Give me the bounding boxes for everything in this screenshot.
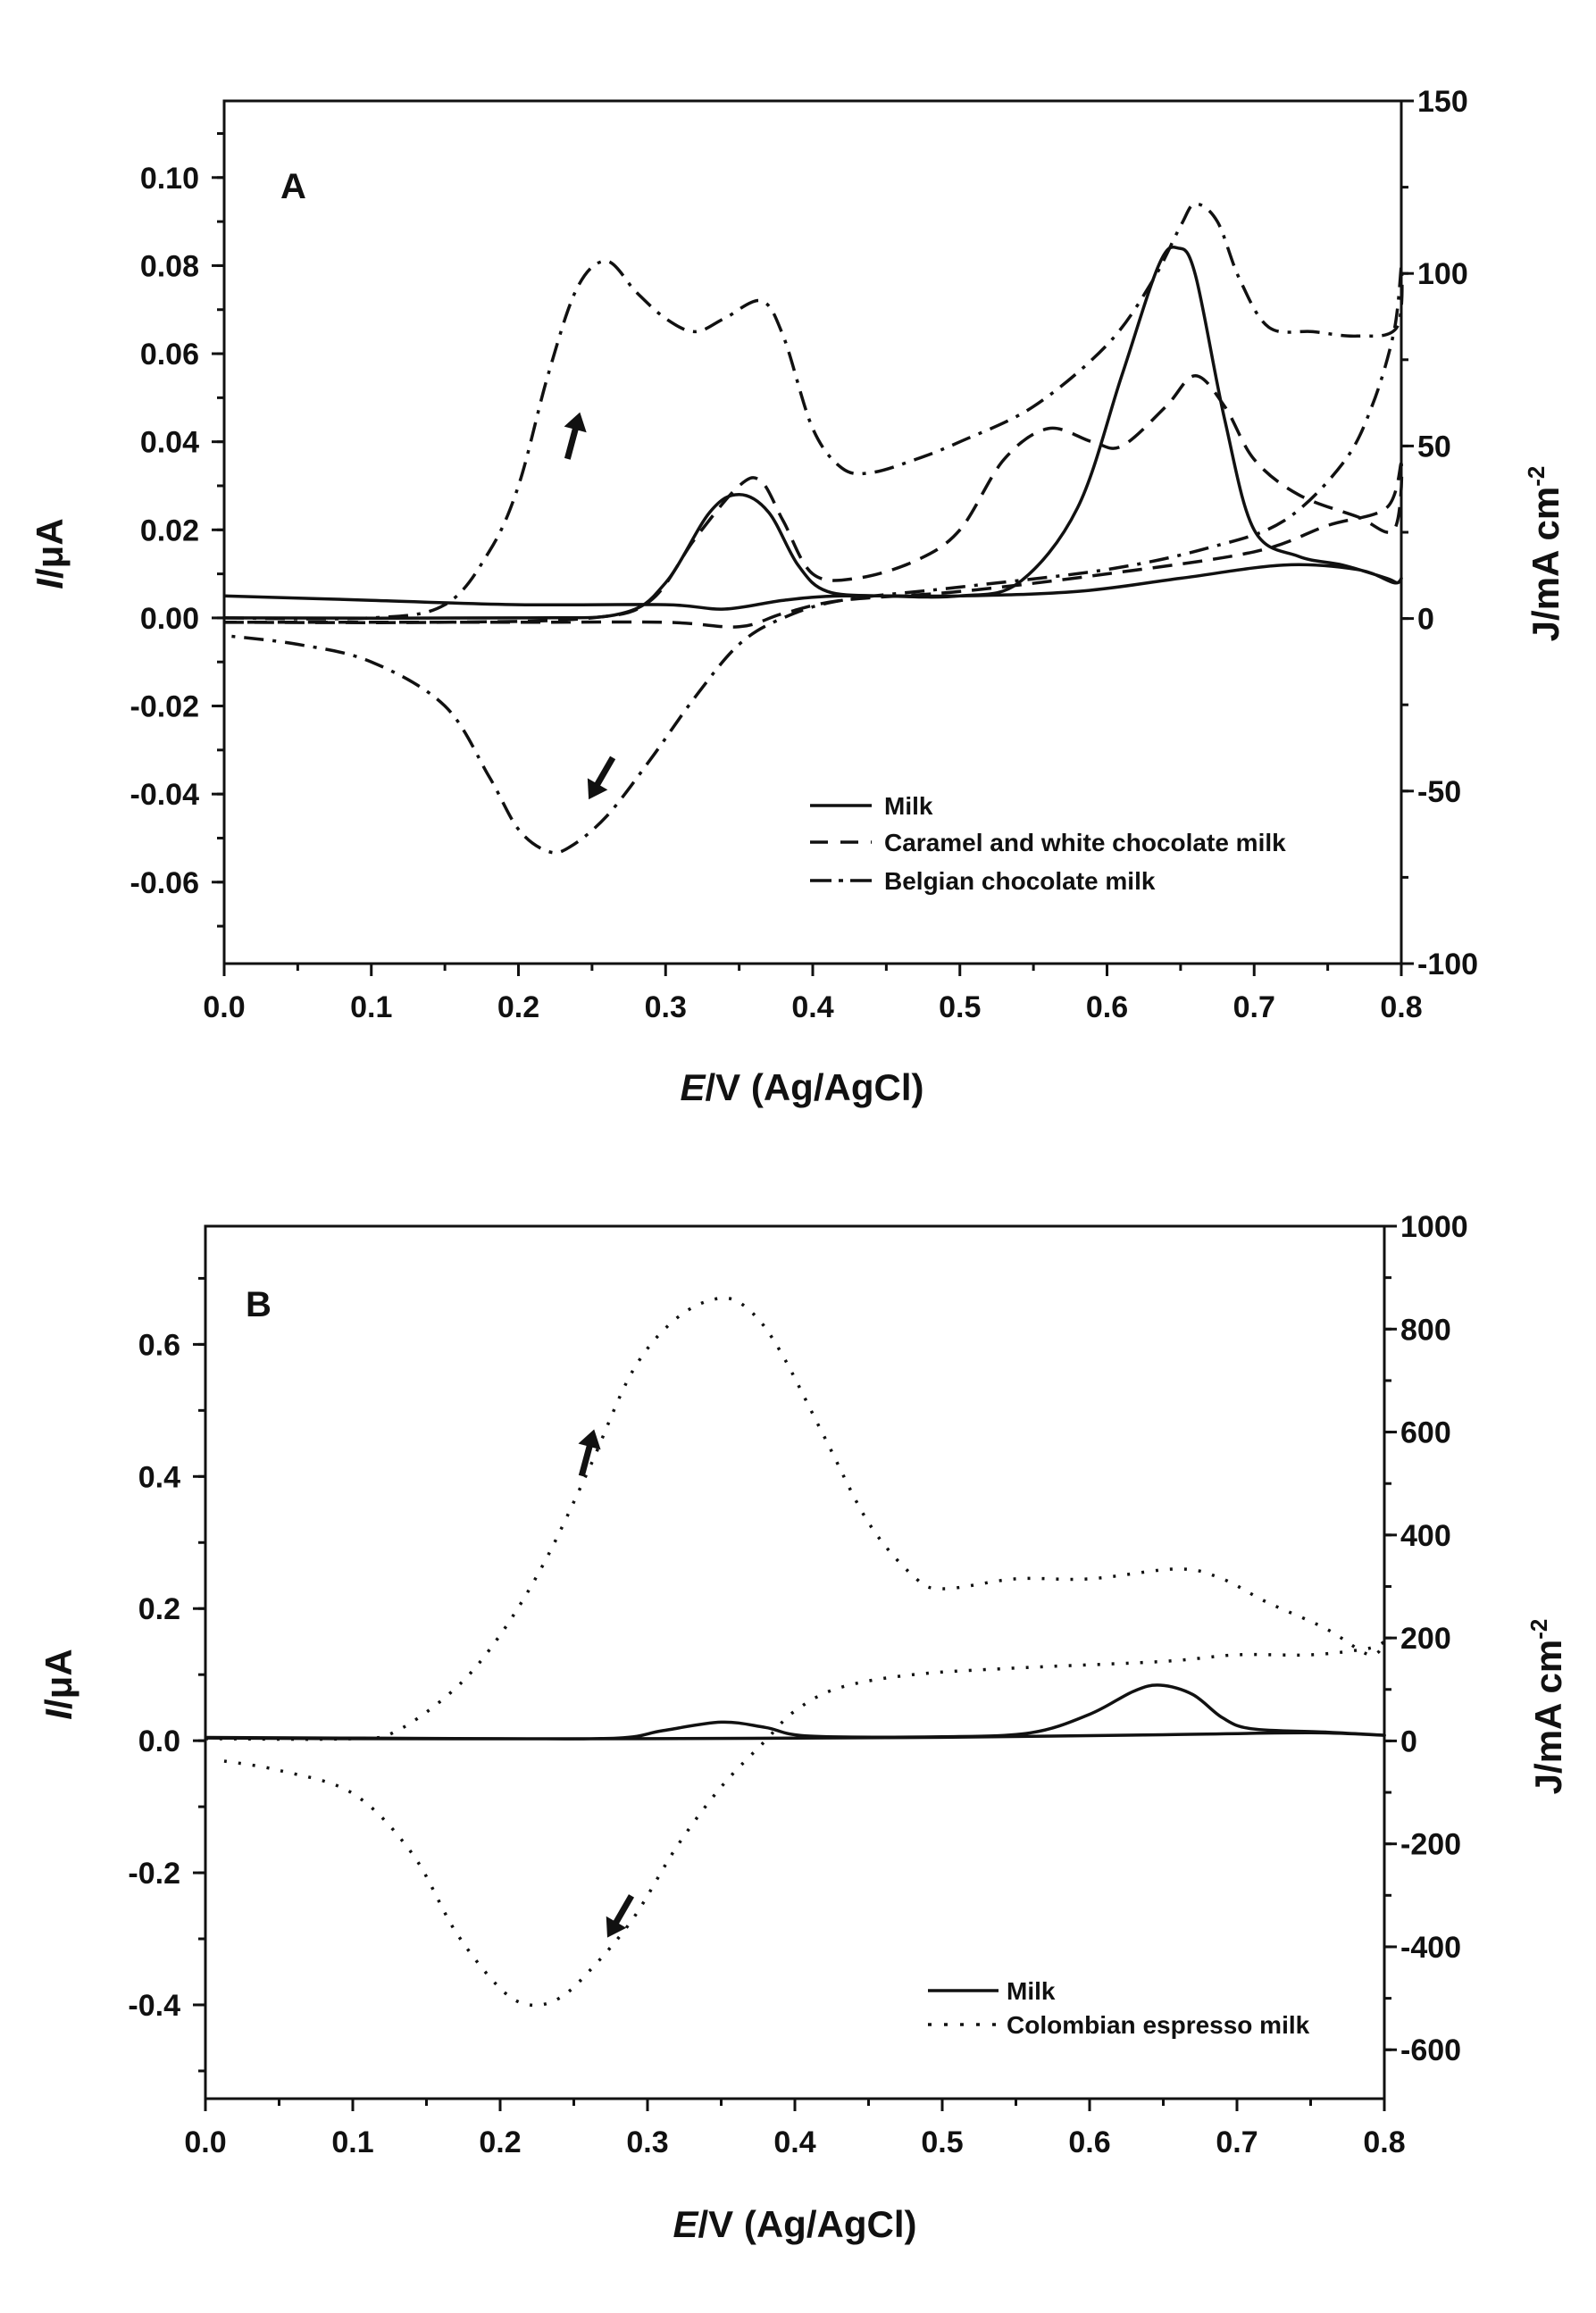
arrow-head — [564, 412, 587, 433]
legend-label: Milk — [1007, 1977, 1056, 2005]
y2-tick-label: 0 — [1400, 1724, 1417, 1758]
y2-tick-label: 100 — [1417, 257, 1468, 291]
y2-axis-label-sup: -2 — [1525, 1619, 1552, 1640]
x-tick-label: 0.3 — [645, 990, 687, 1024]
plot-frame — [204, 1224, 1386, 2100]
x-tick-label: 0.5 — [939, 990, 981, 1024]
legend-label: Colombian espresso milk — [1007, 2011, 1310, 2039]
x-tick-label: 0.4 — [791, 990, 833, 1024]
y2-tick-label: 400 — [1400, 1519, 1451, 1553]
x-tick-label: 0.7 — [1233, 990, 1275, 1024]
y-tick-label: 0.0 — [138, 1724, 180, 1758]
series-line-dashdot — [223, 202, 1404, 855]
y-tick-label: 0.00 — [140, 602, 199, 636]
y-tick-label: -0.02 — [130, 690, 200, 724]
y-tick-label: 0.2 — [138, 1592, 180, 1626]
panel-b: 0.0 0.1 0.2 0.3 0.4 0.5 0.6 0.7 0.8 -0.4 -0.2 0.0 0.… — [38, 1210, 1569, 2245]
series-line-dotted — [205, 1296, 1386, 2008]
y2-axis-label-text: J/mA cm — [1527, 1640, 1569, 1795]
scan-direction-arrow-icon — [606, 1894, 635, 1938]
y-tick-label: 0.08 — [140, 249, 199, 283]
y-axis-label: I/μA — [29, 518, 71, 589]
y-tick-label: 0.02 — [140, 514, 199, 547]
y-tick-label: 0.6 — [138, 1328, 180, 1362]
y-axis-label-unit: /μA — [38, 1649, 79, 1709]
y2-axis-label-text: J/mA cm — [1525, 487, 1567, 642]
y-tick-label: 0.06 — [140, 338, 199, 372]
x-axis-label-var: E — [673, 2203, 700, 2245]
y2-tick-label: -600 — [1400, 2033, 1461, 2067]
y2-tick-label: 50 — [1417, 430, 1451, 463]
arrow-shaft — [611, 1894, 635, 1927]
x-axis-label: E/V (Ag/AgCl) — [681, 1066, 924, 1108]
y-tick-label: -0.2 — [128, 1857, 180, 1891]
arrow-head — [587, 778, 608, 800]
y2-tick-label: 200 — [1400, 1622, 1451, 1656]
series-line-solid — [223, 246, 1403, 621]
x-tick-label: 0.1 — [331, 2125, 373, 2159]
scan-direction-arrow-icon — [587, 756, 616, 800]
y-axis-label: I/μA — [38, 1649, 79, 1719]
y-tick-label: 0.10 — [140, 162, 199, 196]
y2-tick-label: -200 — [1400, 1828, 1461, 1862]
legend-label: Belgian chocolate milk — [884, 867, 1156, 895]
y2-axis-label: J/mA cm-2 — [1525, 1619, 1569, 1795]
x-axis-label: E/V (Ag/AgCl) — [673, 2203, 917, 2245]
x-tick-label: 0.0 — [203, 990, 245, 1024]
panel-label: B — [246, 1285, 272, 1324]
x-tick-label: 0.6 — [1068, 2125, 1110, 2159]
panel-label: A — [280, 167, 306, 206]
series-line-solid — [205, 1683, 1386, 1741]
x-tick-label: 0.1 — [350, 990, 392, 1024]
y-axis-label-var: I — [29, 578, 71, 589]
x-tick-label: 0.3 — [626, 2125, 668, 2159]
y2-tick-label: -100 — [1417, 948, 1478, 981]
y2-tick-label: -400 — [1400, 1931, 1461, 1965]
scan-direction-arrow-icon — [578, 1429, 601, 1477]
x-tick-label: 0.6 — [1086, 990, 1128, 1024]
legend-label: Milk — [884, 792, 933, 820]
arrow-shaft — [593, 756, 616, 789]
arrow-head — [606, 1916, 627, 1938]
y2-axis-label-sup: -2 — [1523, 466, 1550, 487]
y2-tick-label: 600 — [1400, 1416, 1451, 1450]
x-tick-label: 0.7 — [1216, 2125, 1258, 2159]
panel-a: 0.0 0.1 0.2 0.3 0.4 0.5 0.6 0.7 0.8 -0.06 -0.04 -0.… — [29, 85, 1567, 1108]
y-axis-label-unit: /μA — [29, 518, 71, 579]
y-tick-label: 0.04 — [140, 426, 199, 460]
series-line-dashed — [223, 373, 1404, 629]
y-tick-label: -0.06 — [130, 866, 200, 900]
arrow-shaft — [564, 425, 580, 460]
arrow-head — [578, 1429, 601, 1450]
y-tick-label: -0.04 — [130, 778, 200, 812]
y-tick-label: 0.4 — [138, 1460, 180, 1494]
scan-direction-arrow-icon — [564, 412, 587, 460]
y2-tick-label: -50 — [1417, 775, 1461, 809]
x-axis-label-unit: /V (Ag/AgCl) — [698, 2203, 917, 2245]
x-tick-label: 0.2 — [479, 2125, 521, 2159]
x-tick-label: 0.4 — [773, 2125, 815, 2159]
y2-tick-label: 150 — [1417, 85, 1468, 119]
arrow-shaft — [578, 1442, 594, 1477]
legend-label: Caramel and white chocolate milk — [884, 829, 1286, 856]
x-axis-label-unit: /V (Ag/AgCl) — [706, 1066, 924, 1108]
y2-tick-label: 0 — [1417, 603, 1434, 637]
y2-tick-label: 1000 — [1400, 1210, 1468, 1244]
y-tick-label: -0.4 — [128, 1989, 180, 2023]
y2-tick-label: 800 — [1400, 1313, 1451, 1347]
x-axis-label-var: E — [681, 1066, 707, 1108]
x-tick-label: 0.0 — [184, 2125, 226, 2159]
y-axis-label-var: I — [38, 1708, 79, 1720]
y2-axis-label: J/mA cm-2 — [1523, 466, 1567, 642]
x-tick-label: 0.8 — [1380, 990, 1422, 1024]
x-tick-label: 0.5 — [921, 2125, 963, 2159]
x-tick-label: 0.8 — [1363, 2125, 1405, 2159]
x-tick-label: 0.2 — [497, 990, 539, 1024]
